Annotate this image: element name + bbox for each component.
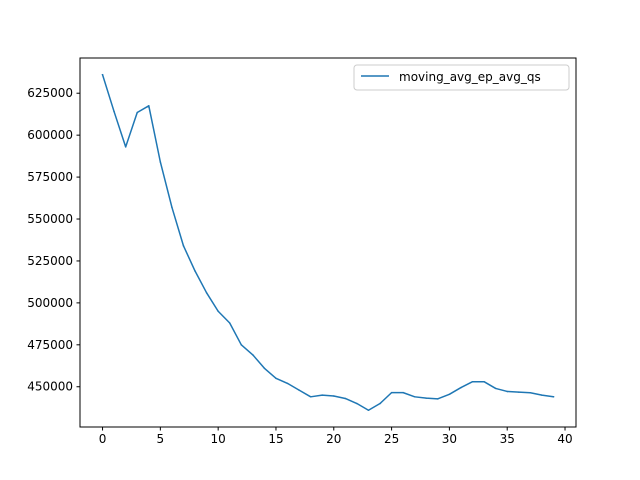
data-point bbox=[552, 396, 555, 398]
data-point bbox=[518, 391, 520, 393]
y-tick-label: 500000 bbox=[27, 296, 73, 310]
x-tick-label: 5 bbox=[157, 432, 165, 446]
data-point bbox=[333, 395, 335, 397]
data-point bbox=[541, 394, 543, 396]
data-point bbox=[263, 367, 266, 370]
data-point bbox=[286, 382, 289, 385]
plot-frame bbox=[79, 57, 577, 428]
data-point bbox=[113, 110, 115, 113]
legend-box bbox=[353, 64, 570, 91]
x-tick-label: 20 bbox=[326, 432, 341, 446]
x-tick-label: 25 bbox=[384, 432, 399, 446]
y-tick-label: 625000 bbox=[27, 86, 73, 100]
data-point bbox=[275, 377, 277, 380]
data-point bbox=[228, 322, 231, 324]
data-point bbox=[483, 380, 485, 383]
data-point bbox=[101, 74, 104, 76]
data-point bbox=[425, 397, 428, 399]
data-point bbox=[298, 389, 300, 391]
data-point bbox=[402, 391, 404, 394]
data-point bbox=[217, 310, 219, 313]
series-layer bbox=[101, 73, 555, 411]
data-point bbox=[171, 206, 173, 209]
y-tick-label: 525000 bbox=[27, 254, 73, 268]
data-point bbox=[506, 390, 508, 393]
ticks-layer: 0 5 10 15 20 25 30 35 40 450000 475000 500000 525000… bbox=[27, 86, 572, 446]
x-tick-label: 0 bbox=[99, 432, 107, 446]
data-point bbox=[159, 161, 162, 163]
data-point bbox=[182, 245, 185, 247]
data-point bbox=[356, 402, 358, 405]
data-point bbox=[448, 393, 451, 396]
data-point bbox=[205, 292, 208, 294]
legend-label: moving_avg_ep_avg_qs bbox=[399, 70, 541, 84]
data-point bbox=[344, 397, 347, 400]
data-point bbox=[194, 270, 196, 272]
data-point bbox=[252, 354, 254, 356]
y-tick-label: 475000 bbox=[27, 338, 73, 352]
data-point bbox=[148, 105, 150, 107]
series-line bbox=[101, 73, 555, 411]
plot-area bbox=[80, 58, 576, 427]
data-point bbox=[471, 380, 474, 383]
data-point bbox=[437, 398, 439, 400]
legend: moving_avg_ep_avg_qs bbox=[353, 64, 570, 91]
y-tick-label: 600000 bbox=[27, 128, 73, 142]
x-tick-label: 40 bbox=[557, 432, 572, 446]
y-tick-label: 450000 bbox=[27, 380, 73, 394]
data-point bbox=[321, 394, 323, 396]
data-point bbox=[494, 387, 497, 390]
x-tick-label: 15 bbox=[268, 432, 283, 446]
data-point bbox=[124, 146, 127, 148]
x-tick-label: 30 bbox=[442, 432, 457, 446]
y-tick-label: 550000 bbox=[27, 212, 73, 226]
data-point bbox=[413, 396, 416, 398]
x-tick-label: 35 bbox=[500, 432, 515, 446]
data-point bbox=[136, 111, 138, 114]
data-point bbox=[390, 391, 393, 394]
data-point bbox=[240, 344, 243, 346]
data-point bbox=[460, 386, 462, 389]
data-point bbox=[367, 409, 370, 411]
y-tick-label: 575000 bbox=[27, 170, 73, 184]
data-point bbox=[379, 402, 381, 405]
data-point bbox=[309, 396, 312, 398]
x-tick-label: 10 bbox=[211, 432, 226, 446]
data-point bbox=[529, 392, 532, 394]
